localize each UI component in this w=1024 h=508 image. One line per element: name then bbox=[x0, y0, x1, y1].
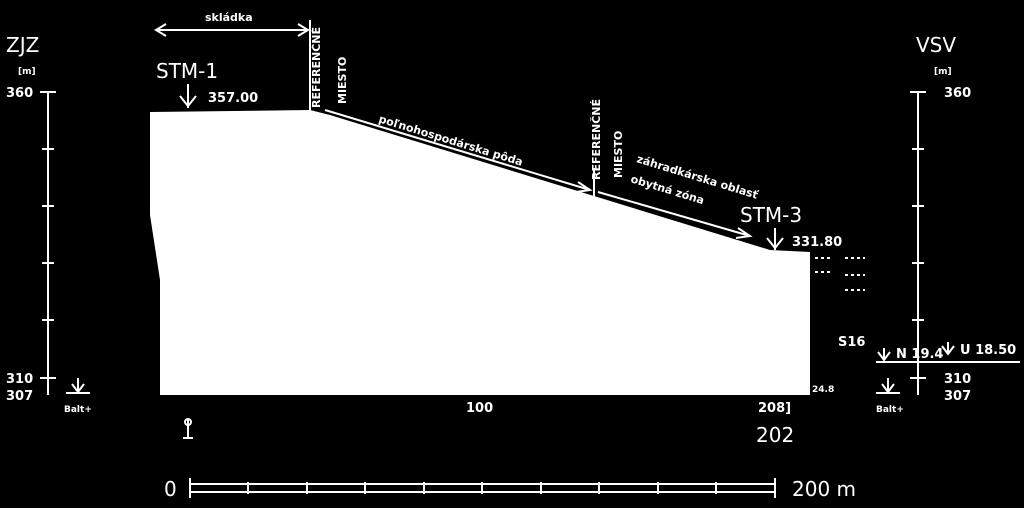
zone-arrow bbox=[154, 23, 310, 37]
tick-label: 310 bbox=[944, 372, 971, 387]
annotation: S16 bbox=[838, 335, 865, 350]
reference-label: MIESTO bbox=[612, 131, 625, 178]
annotation: N 19.4 bbox=[896, 347, 943, 362]
water-symbol bbox=[876, 342, 1020, 363]
ground-profile bbox=[150, 110, 810, 395]
tick-label: 360 bbox=[944, 86, 971, 101]
tick-label: 307 bbox=[944, 389, 971, 404]
datum-symbol bbox=[66, 378, 90, 394]
direction-label: ZJZ bbox=[6, 33, 39, 57]
annotation: 24.8 bbox=[812, 385, 834, 395]
reference-label: REFERENČNÉ bbox=[310, 27, 323, 108]
reference-label: MIESTO bbox=[336, 57, 349, 104]
scale-label: 200 m bbox=[792, 477, 856, 501]
zone-arrow bbox=[324, 109, 753, 239]
distance-label: 208] bbox=[758, 401, 791, 416]
start-marker bbox=[183, 418, 193, 439]
zone-label: skládka bbox=[205, 11, 253, 24]
tick-label: 360 bbox=[6, 86, 33, 101]
annotation: U 18.50 bbox=[960, 343, 1016, 358]
tick-label: 307 bbox=[6, 389, 33, 404]
distance-label: 202 bbox=[756, 423, 794, 447]
borehole-symbol bbox=[766, 228, 784, 250]
borehole-elevation: 331.80 bbox=[792, 235, 842, 250]
datum-symbol bbox=[876, 378, 900, 394]
borehole-name: STM-1 bbox=[156, 59, 218, 83]
unit-label: [m] bbox=[18, 67, 36, 77]
reference-label: REFERENČNÉ bbox=[590, 99, 603, 180]
scale-label: 0 bbox=[164, 477, 177, 501]
direction-label: VSV bbox=[916, 33, 956, 57]
datum-label: Balt+ bbox=[876, 405, 904, 415]
borehole-elevation: 357.00 bbox=[208, 91, 258, 106]
scale-bar bbox=[189, 478, 776, 498]
borehole-symbol bbox=[179, 84, 197, 108]
tick-label: 310 bbox=[6, 372, 33, 387]
unit-label: [m] bbox=[934, 67, 952, 77]
datum-label: Balt+ bbox=[64, 405, 92, 415]
borehole-name: STM-3 bbox=[740, 203, 802, 227]
axis-ticks bbox=[40, 91, 56, 379]
distance-label: 100 bbox=[466, 401, 493, 416]
borehole-marks bbox=[815, 257, 865, 291]
axis-ticks bbox=[910, 91, 926, 379]
